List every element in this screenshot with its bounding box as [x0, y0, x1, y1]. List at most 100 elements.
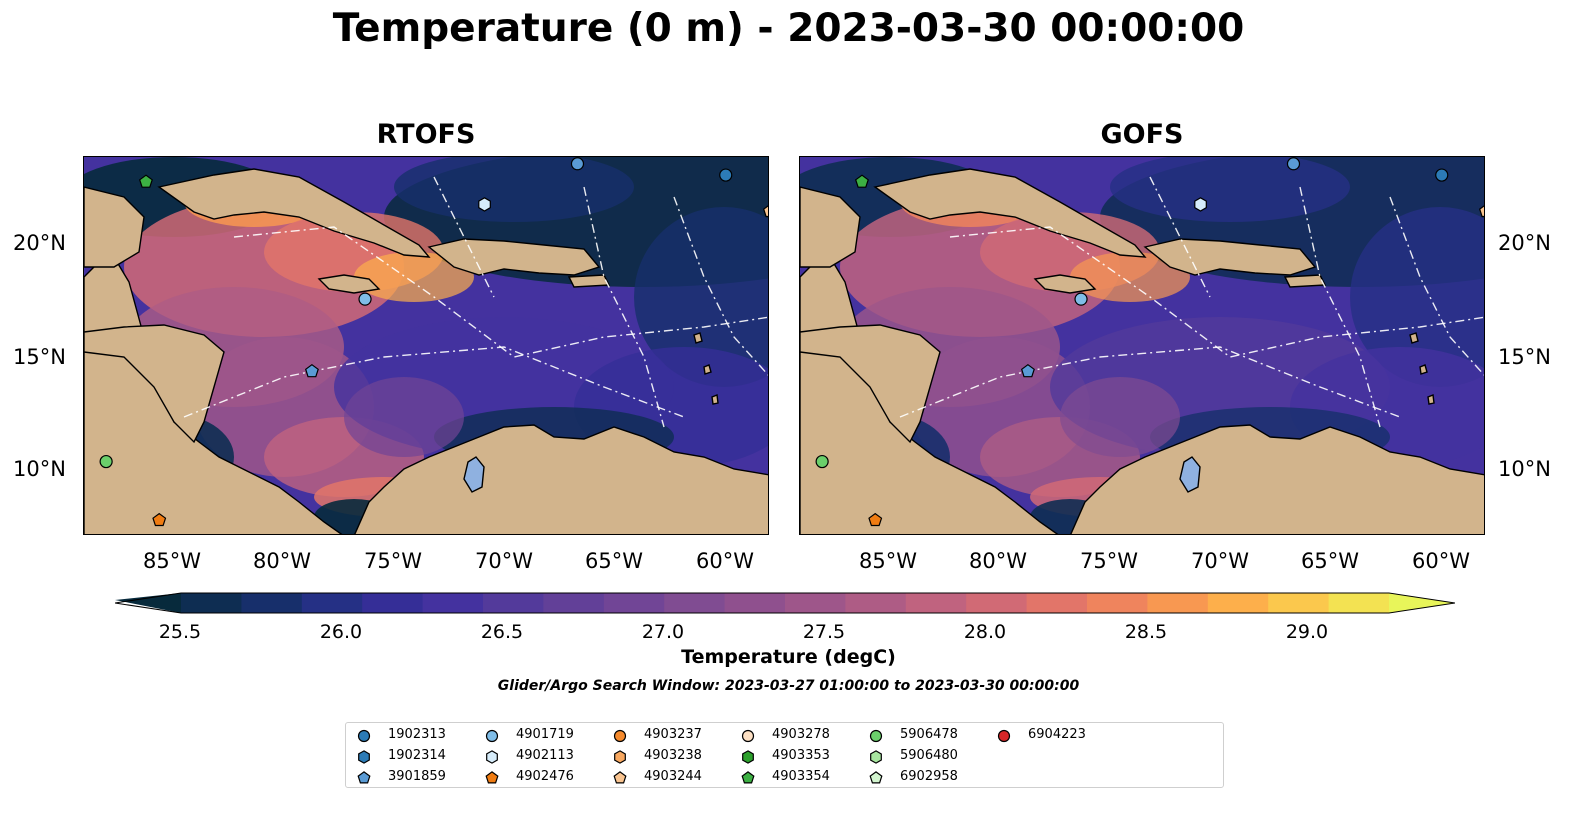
lat-tick-label: 10°N: [1498, 457, 1551, 481]
legend-marker: [742, 750, 754, 764]
colorbar-tick-label: 25.5: [158, 621, 202, 643]
colorbar-segment: [1328, 593, 1390, 613]
legend-marker: [357, 729, 371, 743]
colorbar-tick-label: 29.0: [1285, 621, 1329, 643]
legend-label: 4903353: [772, 748, 830, 763]
colorbar-segment: [905, 593, 967, 613]
lon-tick-label: 80°W: [969, 549, 1027, 573]
colorbar-segment: [966, 593, 1028, 613]
legend-label: 4903238: [644, 748, 702, 763]
colorbar-tick-label: 26.5: [480, 621, 524, 643]
colorbar-segment: [724, 593, 786, 613]
gofs-map[interactable]: [799, 156, 1485, 535]
colorbar-segment: [845, 593, 907, 613]
colorbar-segment: [362, 593, 424, 613]
float-legend: 1902313 1902314 3901859 4901719 4902113 49024…: [345, 722, 1224, 788]
legend-marker: [613, 729, 627, 743]
lon-tick-label: 70°W: [1191, 549, 1249, 573]
float-marker: [138, 174, 153, 188]
colorbar-tick-label: 26.0: [319, 621, 363, 643]
figure-title: Temperature (0 m) - 2023-03-30 00:00:00: [332, 6, 1245, 51]
float-marker: [1435, 168, 1449, 182]
legend-marker: [741, 729, 755, 743]
rtofs-map-canvas: [84, 157, 768, 534]
legend-marker-icon: [613, 729, 627, 743]
legend-label: 1902314: [388, 748, 446, 763]
legend-marker: [485, 729, 499, 743]
colorbar-segment: [422, 593, 484, 613]
legend-label: 4902113: [516, 748, 574, 763]
legend-marker: [357, 771, 371, 784]
colorbar-segment: [1147, 593, 1209, 613]
legend-label: 4903278: [772, 727, 830, 742]
colorbar-segment: [301, 593, 363, 613]
lat-tick-label: 15°N: [1498, 345, 1551, 369]
lon-tick-label: 65°W: [585, 549, 643, 573]
legend-marker: [869, 729, 883, 743]
legend-marker: [613, 771, 627, 784]
colorbar-extend-high: [1389, 593, 1455, 613]
legend-label: 4902476: [516, 769, 574, 784]
colorbar-segment: [664, 593, 726, 613]
colorbar-tick-label: 27.5: [802, 621, 846, 643]
legend-marker-icon: [486, 750, 498, 764]
legend-marker: [358, 750, 370, 764]
legend-marker-icon: [613, 771, 627, 784]
colorbar-segment: [483, 593, 544, 613]
float-marker: [1194, 197, 1207, 212]
lon-tick-label: 60°W: [696, 549, 754, 573]
colorbar-tick-label: 28.5: [1124, 621, 1168, 643]
legend-label: 4903354: [772, 769, 830, 784]
legend-label: 5906480: [900, 748, 958, 763]
rtofs-panel-title: RTOFS: [376, 119, 476, 150]
float-marker: [570, 157, 585, 171]
legend-marker-icon: [357, 729, 371, 743]
float-marker: [305, 363, 319, 378]
float-marker: [358, 292, 372, 306]
colorbar-segment: [785, 593, 846, 613]
legend-label: 1902313: [388, 727, 446, 742]
temperature-colorbar: [115, 592, 1455, 614]
legend-marker-icon: [485, 729, 499, 743]
lon-tick-label: 75°W: [1080, 549, 1138, 573]
colorbar-segment: [603, 593, 665, 613]
float-marker: [478, 197, 491, 212]
colorbar-segment: [241, 593, 303, 613]
legend-marker: [485, 771, 499, 784]
colorbar-tick-label: 27.0: [641, 621, 685, 643]
legend-label: 4901719: [516, 727, 574, 742]
legend-marker-icon: [741, 771, 755, 784]
legend-marker-icon: [358, 750, 370, 764]
legend-marker-icon: [869, 729, 883, 743]
float-marker: [99, 454, 113, 469]
legend-marker-icon: [741, 729, 755, 743]
legend-label: 6904223: [1028, 727, 1086, 742]
colorbar-label: Temperature (degC): [681, 646, 896, 668]
float-marker: [152, 512, 167, 527]
legend-marker: [614, 750, 626, 764]
search-window-text: Glider/Argo Search Window: 2023-03-27 01…: [497, 678, 1080, 694]
float-marker: [719, 168, 733, 182]
colorbar-segment: [181, 593, 242, 613]
lon-tick-label: 70°W: [475, 549, 533, 573]
legend-marker-icon: [614, 750, 626, 764]
float-marker: [1478, 205, 1484, 218]
legend-label: 3901859: [388, 769, 446, 784]
colorbar-segment: [1207, 593, 1269, 613]
colorbar-tick-label: 28.0: [963, 621, 1007, 643]
legend-marker: [870, 750, 882, 764]
colorbar-extend-low: [115, 593, 181, 613]
lat-tick-label: 20°N: [13, 231, 66, 255]
legend-marker-icon: [870, 750, 882, 764]
legend-label: 5906478: [900, 727, 958, 742]
legend-label: 4903237: [644, 727, 702, 742]
float-marker: [1021, 363, 1035, 378]
legend-marker: [486, 750, 498, 764]
legend-marker: [869, 771, 883, 784]
lon-tick-label: 60°W: [1412, 549, 1470, 573]
colorbar-segment: [1026, 593, 1088, 613]
lon-tick-label: 65°W: [1301, 549, 1359, 573]
gofs-panel-title: GOFS: [1100, 119, 1184, 150]
rtofs-map[interactable]: [83, 156, 769, 535]
float-marker: [815, 454, 829, 469]
